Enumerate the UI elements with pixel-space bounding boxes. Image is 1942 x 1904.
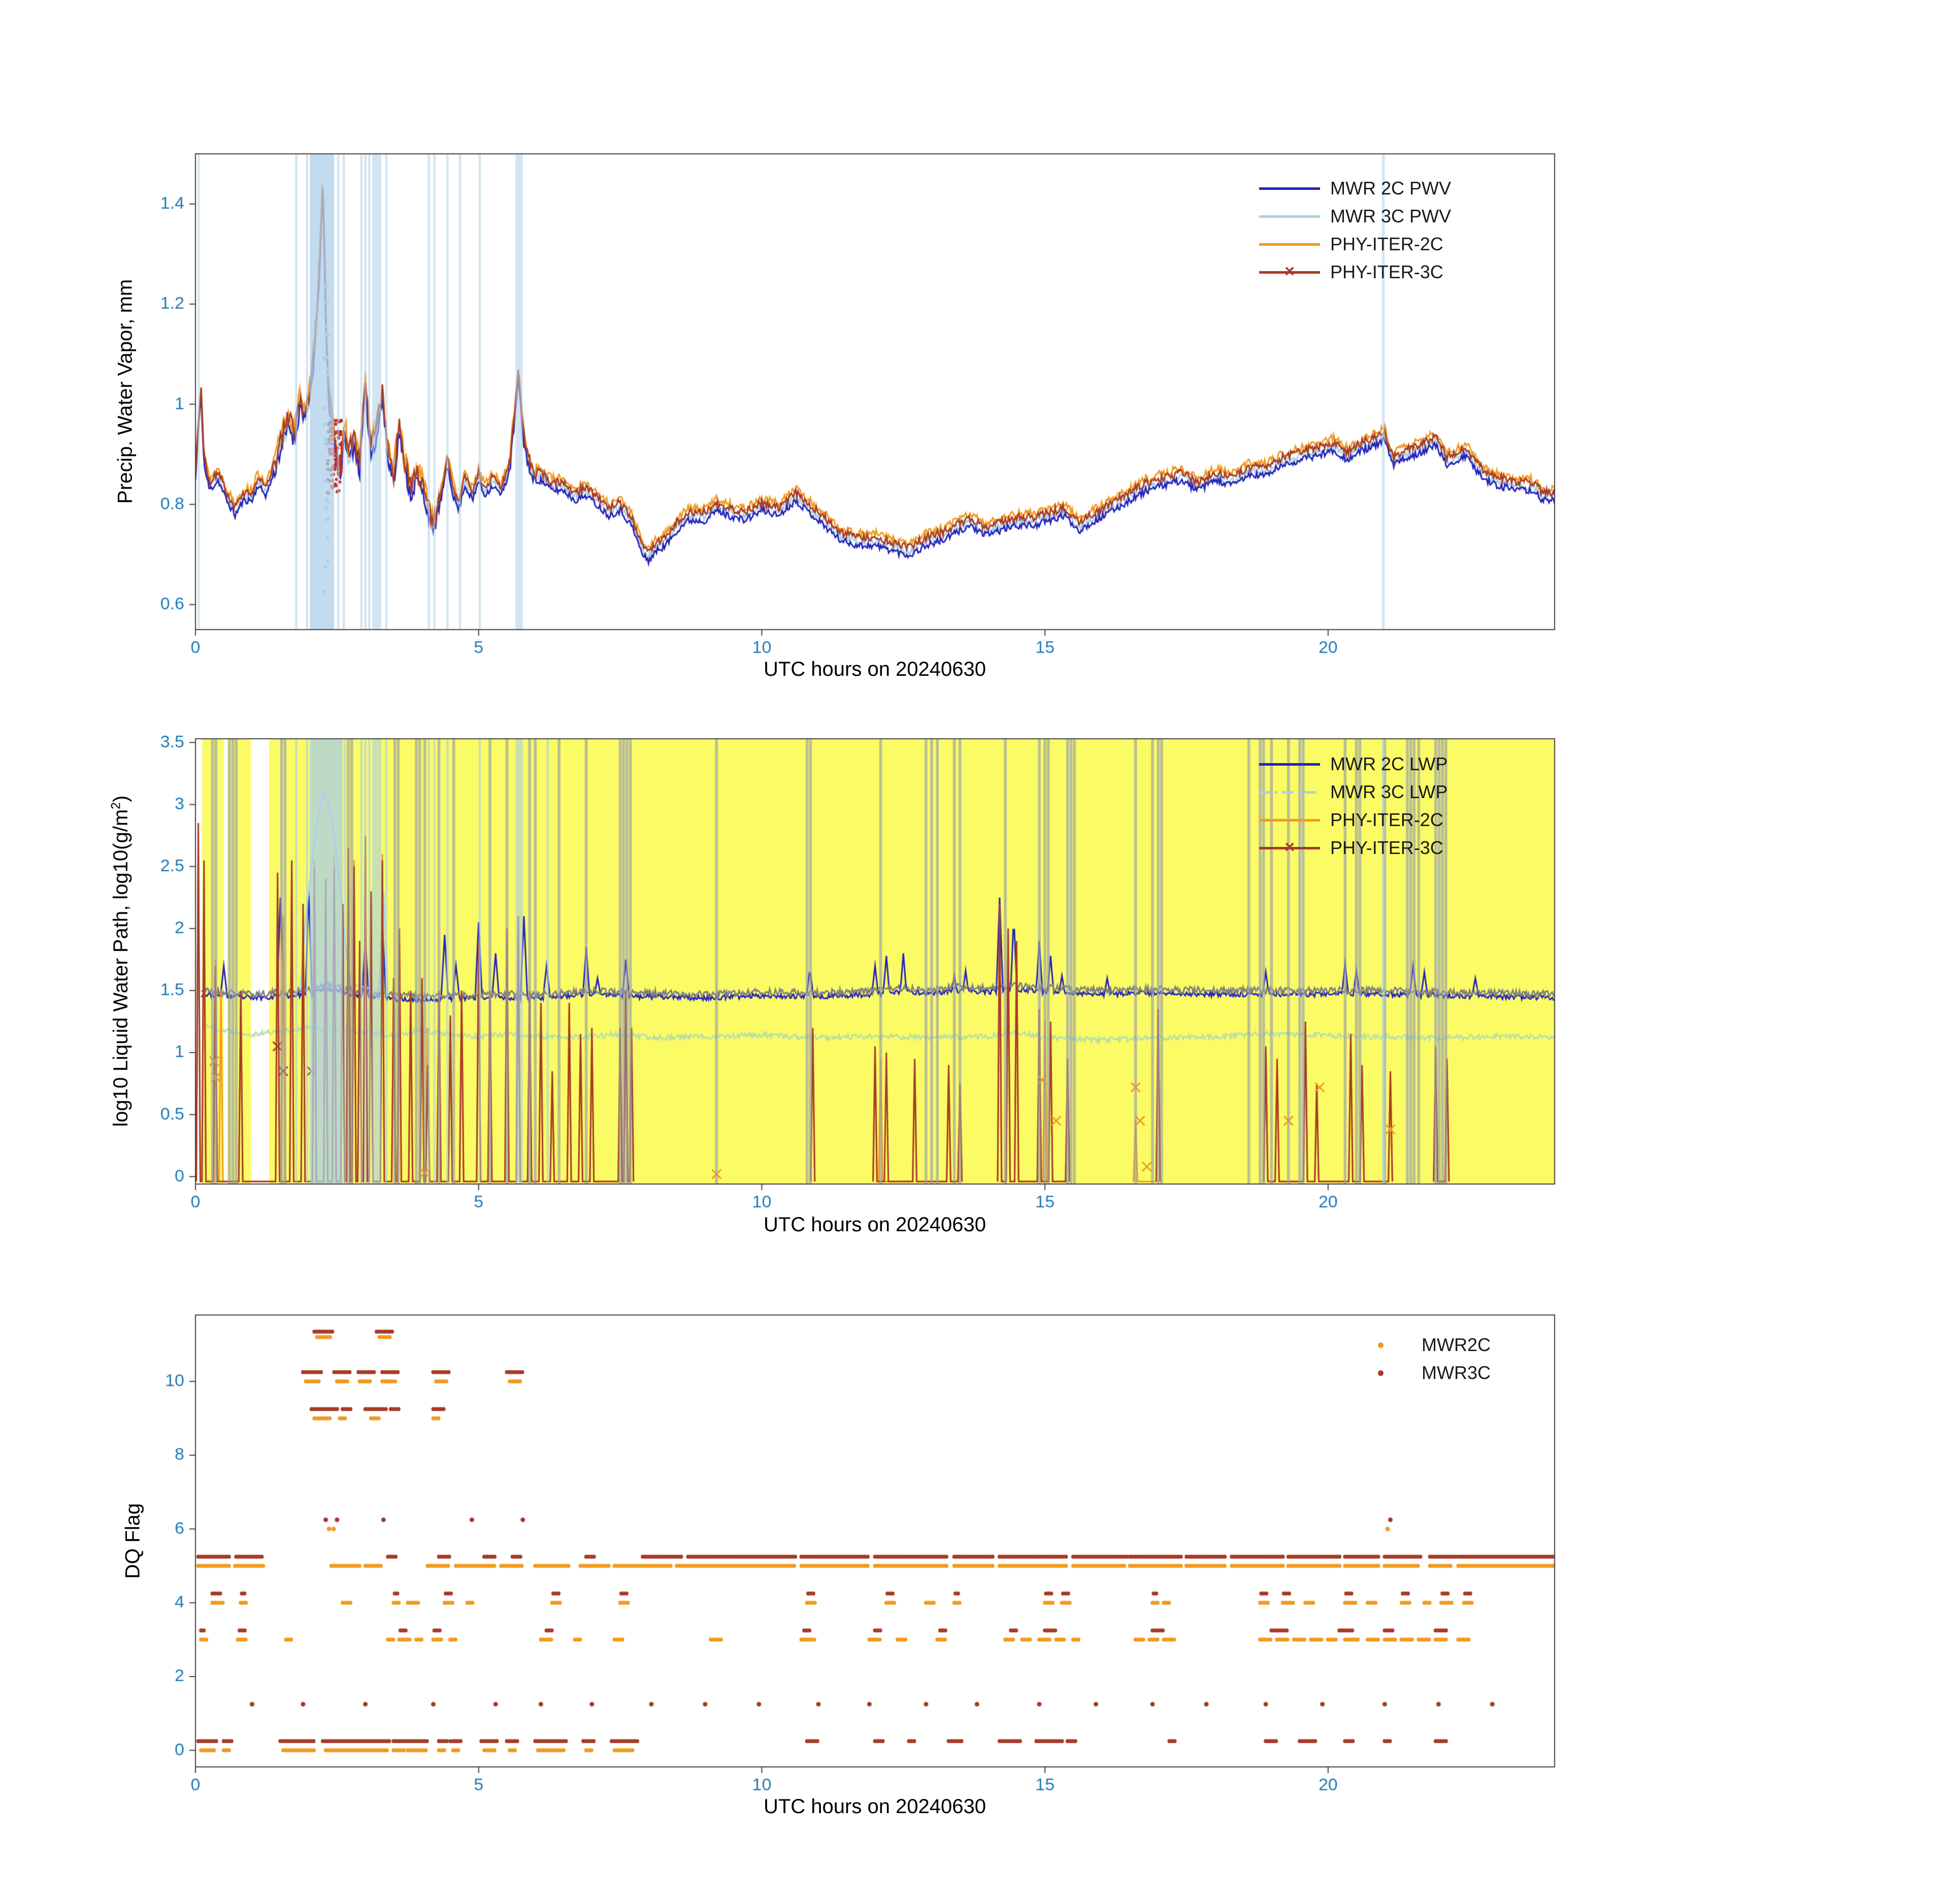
legend-item: MWR3C <box>1351 1362 1491 1383</box>
legend-line-sample <box>1259 763 1320 766</box>
legend-item: MWR 3C LWP <box>1259 781 1448 802</box>
lwp-xlabel: UTC hours on 20240630 <box>763 1213 986 1236</box>
legend-label: PHY-ITER-3C <box>1330 261 1443 282</box>
legend-line-sample: × <box>1259 263 1320 280</box>
lwp-ylabel-sup: 2 <box>109 802 123 809</box>
legend-line-sample <box>1259 791 1320 794</box>
dq-ylabel: DQ Flag <box>121 1503 144 1579</box>
legend-item: PHY-ITER-2C <box>1259 809 1447 830</box>
dq-xlabel: UTC hours on 20240630 <box>763 1795 986 1818</box>
legend-line-sample <box>1259 215 1320 218</box>
legend-label: MWR 2C PWV <box>1330 178 1451 199</box>
lwp-ylabel-main: log10 Liquid Water Path, log10(g/m <box>109 809 132 1127</box>
legend-line-sample <box>1259 243 1320 246</box>
lwp-ylabel: log10 Liquid Water Path, log10(g/m2) <box>109 796 132 1127</box>
legend-label: MWR 3C LWP <box>1330 781 1448 802</box>
legend-x-marker: × <box>1285 261 1295 281</box>
legend-item: MWR 3C PWV <box>1259 206 1451 226</box>
legend-line-sample <box>1259 818 1320 822</box>
legend-label: MWR2C <box>1422 1334 1491 1355</box>
legend-label: PHY-ITER-3C <box>1330 837 1443 858</box>
lwp-legend: MWR 2C LWP MWR 3C LWP PHY-ITER-2C × PHY-I… <box>1259 753 1448 858</box>
legend-label: MWR 3C PWV <box>1330 206 1451 226</box>
legend-item: MWR 2C LWP <box>1259 753 1448 774</box>
legend-line-sample <box>1259 187 1320 190</box>
legend-label: MWR 2C LWP <box>1330 753 1448 774</box>
legend-item: × PHY-ITER-3C <box>1259 261 1451 282</box>
lwp-ylabel-end: ) <box>109 795 132 802</box>
legend-item: PHY-ITER-2C <box>1259 234 1451 254</box>
pwv-ylabel: Precip. Water Vapor, mm <box>114 279 137 504</box>
legend-item: MWR2C <box>1351 1334 1491 1355</box>
legend-dot-sample <box>1378 1342 1384 1348</box>
legend-item: × PHY-ITER-3C <box>1259 837 1447 858</box>
legend-item: MWR 2C PWV <box>1259 178 1451 199</box>
legend-label: PHY-ITER-2C <box>1330 809 1443 830</box>
pwv-xlabel: UTC hours on 20240630 <box>763 658 986 680</box>
legend-label: PHY-ITER-2C <box>1330 234 1443 254</box>
legend-dot-sample <box>1378 1370 1384 1376</box>
dq-legend: MWR2C MWR3C <box>1351 1334 1491 1383</box>
legend-line-sample: × <box>1259 839 1320 856</box>
pwv-legend: MWR 2C PWV MWR 3C PWV PHY-ITER-2C × PHY-I… <box>1259 178 1451 282</box>
legend-x-marker: × <box>1285 837 1295 857</box>
legend-label: MWR3C <box>1422 1362 1491 1383</box>
